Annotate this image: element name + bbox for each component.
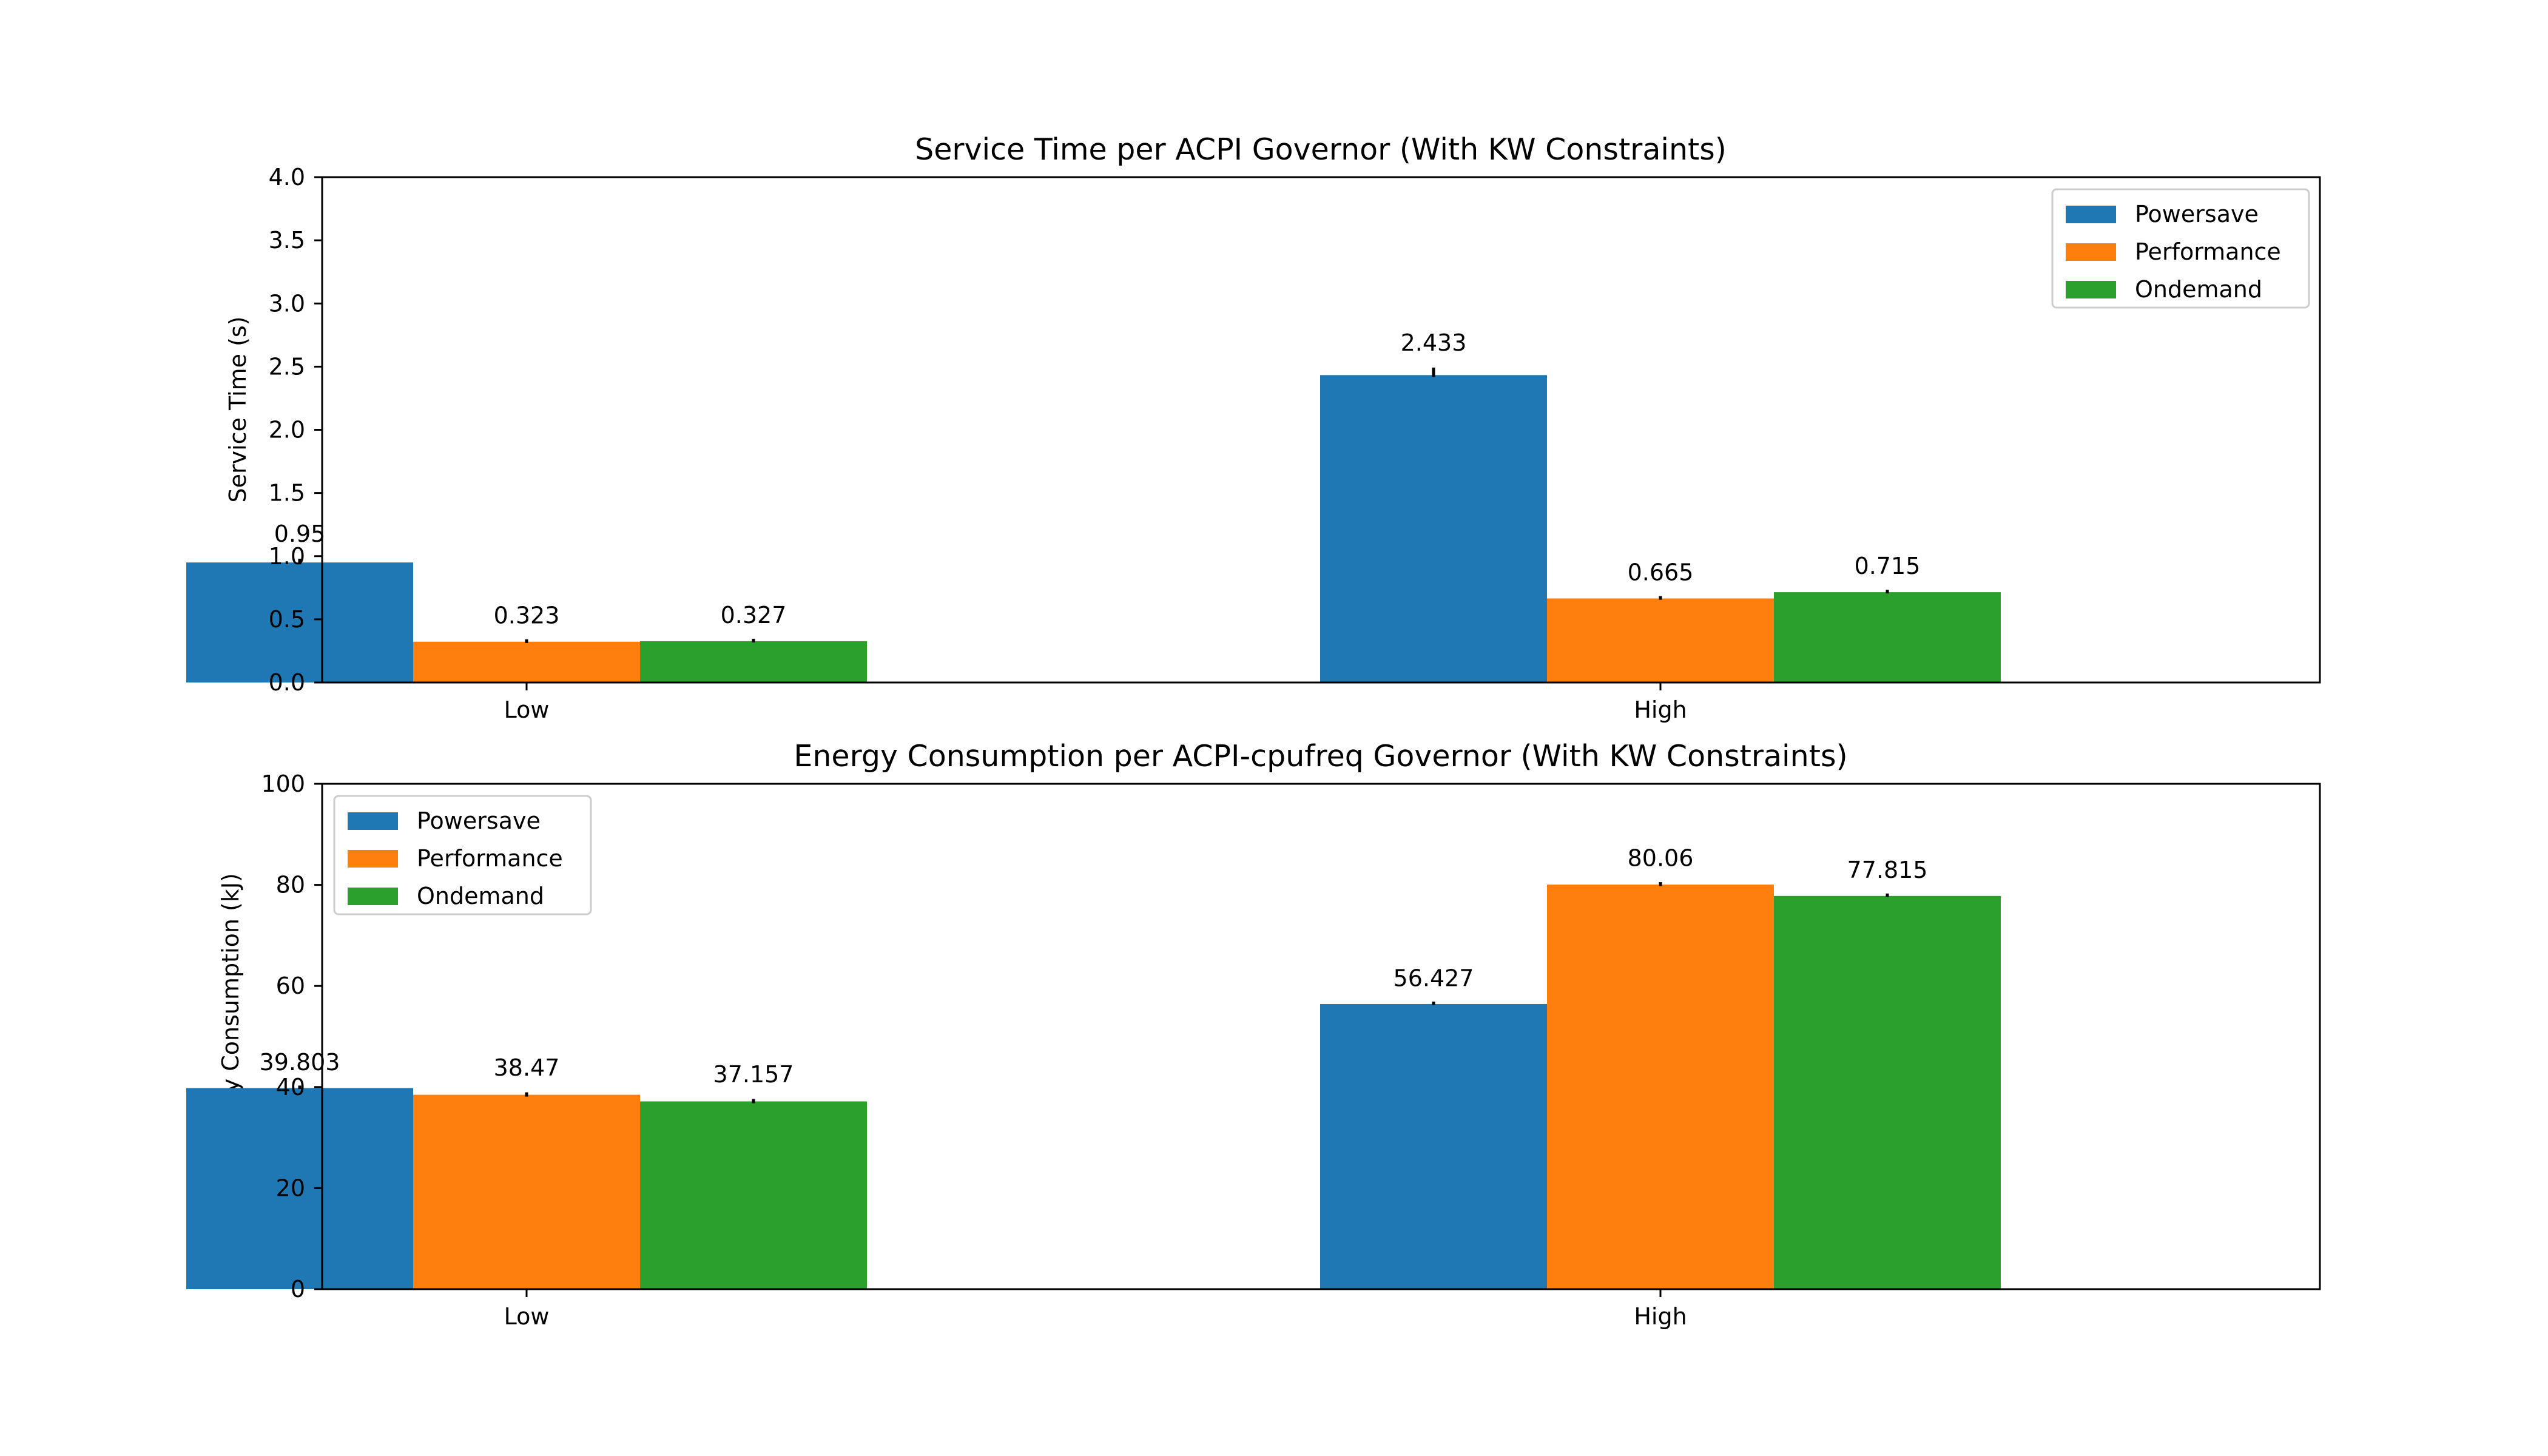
energy-x-axis: Low High (504, 1289, 1687, 1330)
service-time-y-tick-label: 2.0 (269, 417, 305, 443)
energy-y-tick-label: 60 (276, 972, 305, 999)
service-time-y-tick-label: 0.0 (269, 669, 305, 696)
service-time-legend-swatch-powersave (2066, 206, 2116, 223)
service-time-value-label-ondemand-low: 0.327 (721, 602, 787, 629)
energy-y-axis: 0 20 40 60 80 100 (261, 770, 322, 1303)
service-time-y-tick-label: 1.0 (269, 543, 305, 570)
energy-error-bars (298, 882, 1889, 1104)
service-time-legend-swatch-performance (2066, 243, 2116, 261)
service-time-bars (186, 375, 2001, 682)
energy-x-tick-label-high: High (1634, 1303, 1687, 1330)
service-time-legend-label-performance: Performance (2135, 238, 2281, 265)
energy-legend-label-performance: Performance (417, 845, 563, 872)
service-time-y-tick-label: 2.5 (269, 353, 305, 380)
service-time-x-axis: Low High (504, 682, 1687, 723)
energy-value-label-powersave-low: 39.803 (260, 1049, 340, 1076)
energy-value-label-performance-high: 80.06 (1628, 845, 1694, 872)
energy-legend: Powersave Performance Ondemand (333, 795, 592, 915)
service-time-y-tick-label: 1.5 (269, 480, 305, 507)
energy-legend-box (333, 795, 592, 915)
service-time-y-axis-label: Service Time (s) (224, 316, 251, 502)
energy-y-tick-label: 80 (276, 872, 305, 898)
service-time-bar-performance-low (413, 641, 640, 682)
service-time-x-tick-label-high: High (1634, 696, 1687, 723)
service-time-y-tick-label: 0.5 (269, 606, 305, 633)
energy-bar-powersave-low (186, 1088, 413, 1289)
energy-consumption-chart: Energy Consumption per ACPI-cpufreq Gove… (186, 739, 2321, 1330)
energy-value-label-powersave-high: 56.427 (1394, 965, 1474, 991)
service-time-y-tick-label: 4.0 (269, 164, 305, 190)
service-time-x-tick-label-low: Low (504, 696, 550, 723)
service-time-legend-box (2051, 188, 2310, 309)
service-time-value-label-powersave-high: 2.433 (1401, 329, 1467, 356)
energy-x-tick-label-low: Low (504, 1303, 550, 1330)
service-time-bar-powersave-high (1320, 375, 1547, 682)
energy-legend-swatch-ondemand (348, 888, 398, 905)
service-time-y-tick-label: 3.0 (269, 290, 305, 317)
service-time-legend-swatch-ondemand (2066, 281, 2116, 298)
service-time-value-labels: 0.95 2.433 0.323 0.665 0.327 0.715 (274, 329, 1921, 629)
service-time-error-bars (298, 367, 1889, 643)
energy-legend-swatch-powersave (348, 812, 398, 830)
service-time-bar-performance-high (1547, 598, 1774, 682)
energy-value-label-ondemand-low: 37.157 (713, 1061, 794, 1088)
energy-bar-performance-high (1547, 885, 1774, 1289)
energy-value-labels: 39.803 56.427 38.47 80.06 37.157 77.815 (260, 845, 1928, 1088)
service-time-value-label-powersave-low: 0.95 (274, 521, 326, 547)
energy-bar-powersave-high (1320, 1003, 1547, 1289)
energy-y-tick-label: 100 (261, 770, 305, 797)
energy-chart-title: Energy Consumption per ACPI-cpufreq Gove… (794, 739, 1847, 774)
service-time-legend: Powersave Performance Ondemand (2051, 188, 2310, 309)
energy-value-label-performance-low: 38.47 (494, 1054, 560, 1081)
service-time-chart-title: Service Time per ACPI Governor (With KW … (915, 132, 1727, 167)
energy-plot-frame (321, 783, 2321, 1290)
energy-y-tick-label: 40 (276, 1074, 305, 1100)
energy-bar-ondemand-high (1774, 895, 2001, 1289)
service-time-y-tick-label: 3.5 (269, 227, 305, 254)
energy-legend-label-powersave: Powersave (417, 807, 541, 834)
energy-y-tick-label: 20 (276, 1175, 305, 1201)
service-time-value-label-performance-high: 0.665 (1628, 559, 1694, 585)
energy-y-tick-label: 0 (291, 1276, 305, 1303)
service-time-legend-label-ondemand: Ondemand (2135, 276, 2262, 303)
energy-bars (186, 885, 2001, 1289)
service-time-value-label-performance-low: 0.323 (494, 602, 560, 629)
service-time-y-axis: 0.0 0.5 1.0 1.5 2.0 2.5 3.0 3.5 4.0 (269, 164, 322, 696)
service-time-bar-powersave-low (186, 562, 413, 682)
service-time-chart: Service Time per ACPI Governor (With KW … (186, 132, 2321, 723)
energy-bar-performance-low (413, 1094, 640, 1289)
energy-legend-label-ondemand: Ondemand (417, 883, 544, 909)
energy-legend-swatch-performance (348, 850, 398, 868)
energy-bar-ondemand-low (640, 1101, 867, 1289)
service-time-bar-ondemand-low (640, 641, 867, 682)
service-time-bar-ondemand-high (1774, 592, 2001, 682)
service-time-legend-label-powersave: Powersave (2135, 201, 2259, 228)
service-time-value-label-ondemand-high: 0.715 (1855, 553, 1921, 579)
energy-value-label-ondemand-high: 77.815 (1847, 857, 1928, 883)
